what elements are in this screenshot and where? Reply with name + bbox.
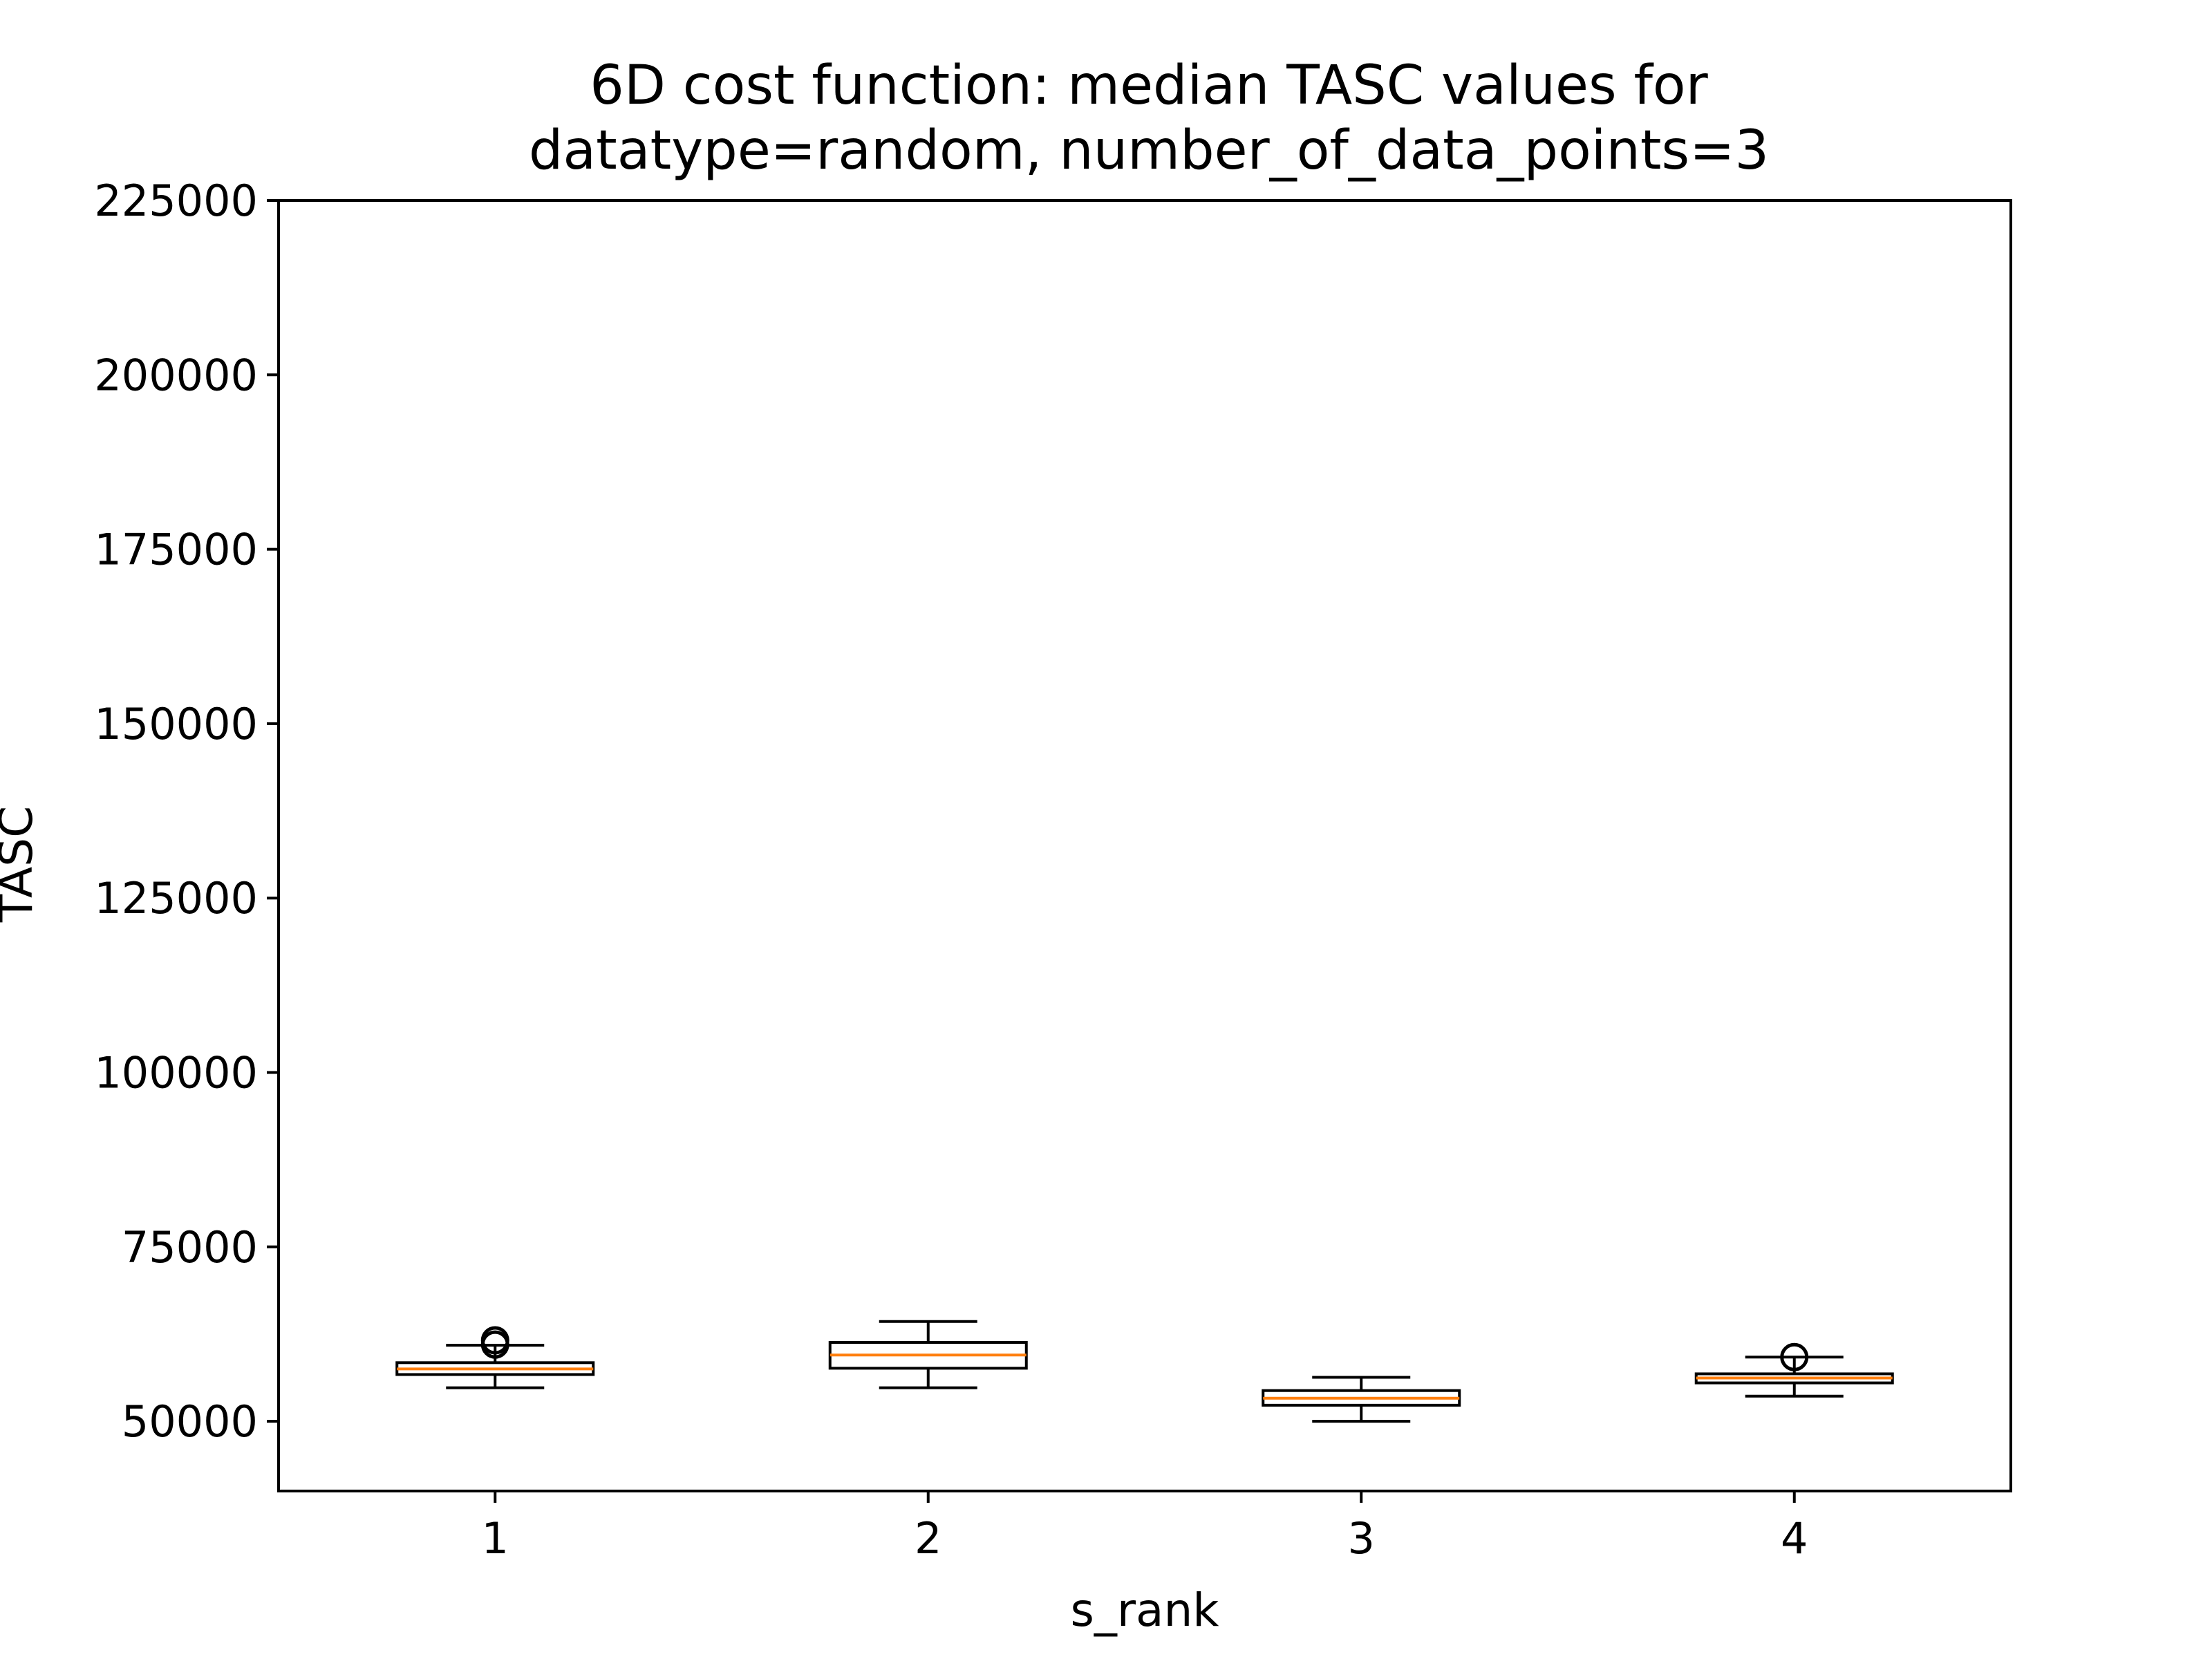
chart-subtitle: datatype=random, number_of_data_points=3 [529,120,1769,182]
y-axis: 50000 75000 100000 125000 150000 175000 200000… [94,176,279,1447]
y-tick-label: 125000 [94,873,258,924]
outlier-point [480,1326,509,1355]
y-axis-label: TASC [0,806,43,923]
y-tick-label: 75000 [122,1222,258,1273]
y-tick-label: 50000 [122,1396,258,1447]
y-tick-label: 225000 [94,176,258,226]
axes-frame [277,199,2012,1492]
outlier-point [1780,1342,1809,1371]
y-tick-label: 150000 [94,699,258,749]
x-tick-label: 1 [482,1513,509,1564]
box-group-2 [828,1320,1028,1389]
x-axis-label: s_rank [1070,1584,1219,1637]
y-tick-label: 175000 [94,525,258,575]
x-tick-label: 4 [1781,1513,1808,1564]
x-tick-label: 3 [1348,1513,1375,1564]
x-axis: 1 2 3 4 [482,1491,1808,1564]
box-group-4 [1694,1342,1894,1398]
y-tick-label: 100000 [94,1047,258,1098]
x-tick-label: 2 [915,1513,941,1564]
box-group-3 [1262,1376,1461,1423]
plot-area [395,1320,1894,1423]
chart-title: 6D cost function: median TASC values for [590,55,1708,117]
box-group-1 [395,1326,595,1389]
y-tick-label: 200000 [94,350,258,400]
